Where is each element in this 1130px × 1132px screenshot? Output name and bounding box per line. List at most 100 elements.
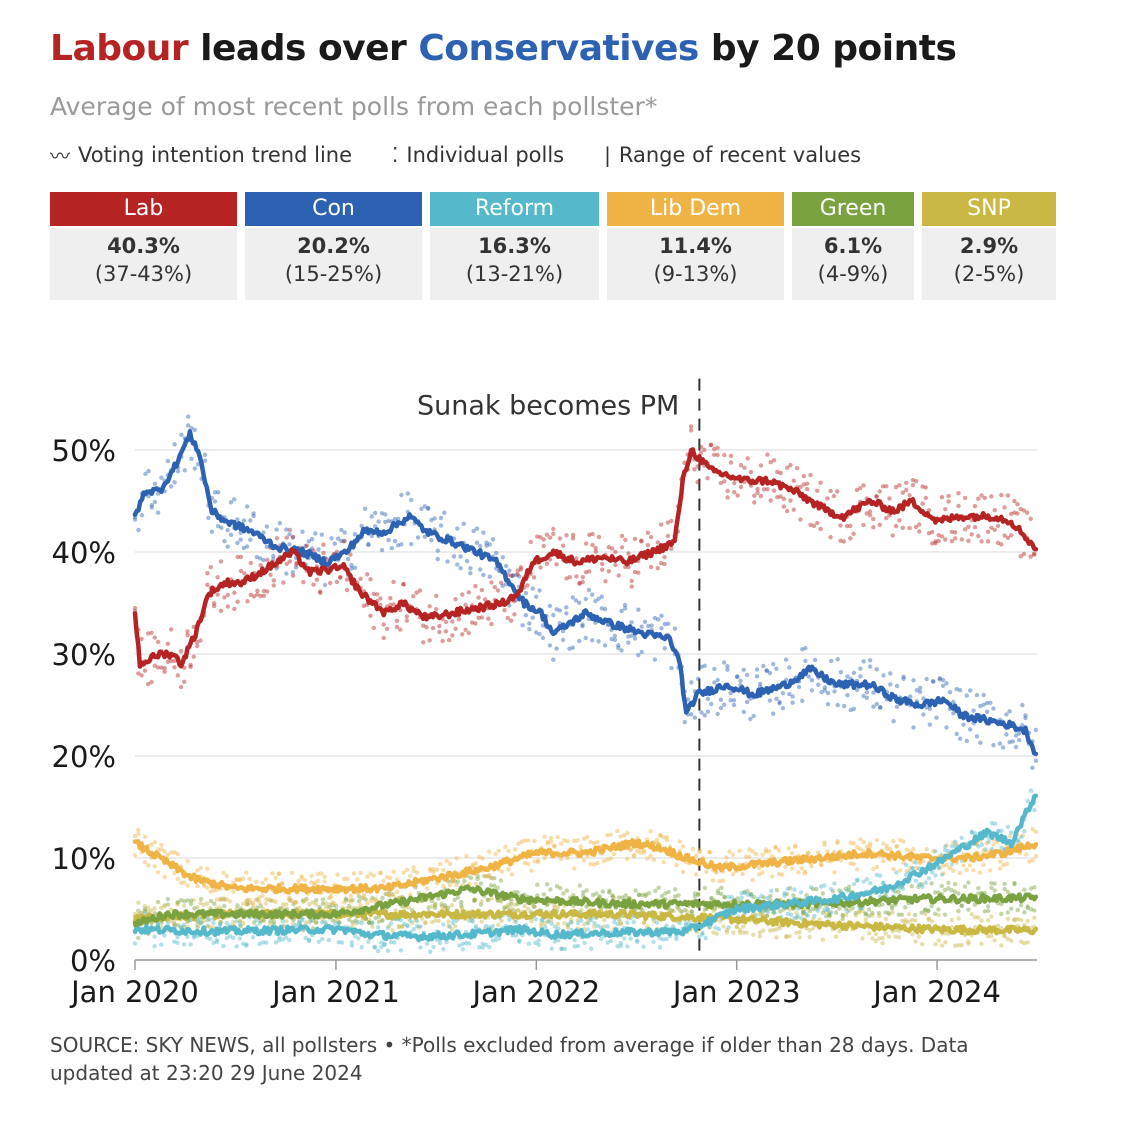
poll-dot-lib-dem — [921, 859, 926, 864]
poll-dot-lab — [238, 568, 244, 574]
poll-dot-lib-dem — [237, 878, 242, 883]
poll-dot-lab — [218, 559, 224, 564]
poll-dot-snp — [1015, 917, 1020, 922]
poll-dot-lib-dem — [961, 863, 966, 868]
poll-dot-lab — [874, 494, 879, 499]
poll-dot-reform — [349, 940, 355, 945]
poll-dot-snp — [396, 923, 402, 929]
poll-dot-reform — [759, 893, 764, 899]
poll-dot-con — [300, 529, 305, 534]
poll-dot-snp — [582, 922, 587, 927]
poll-dot-lib-dem — [783, 864, 788, 870]
poll-dot-reform — [989, 820, 995, 826]
poll-dot-con — [238, 537, 243, 542]
poll-dot-snp — [287, 895, 292, 901]
poll-dot-green — [251, 920, 257, 925]
poll-dot-lab — [544, 561, 550, 566]
poll-dot-green — [976, 886, 981, 891]
poll-dot-lab — [600, 567, 605, 572]
poll-dot-con — [435, 548, 440, 553]
trend-line-green — [132, 884, 1039, 930]
party-name: Lab — [50, 192, 237, 226]
poll-dot-snp — [545, 919, 551, 924]
poll-dot-lab — [404, 618, 409, 623]
poll-dot-reform — [477, 945, 482, 950]
poll-dot-lib-dem — [548, 839, 554, 844]
poll-dot-con — [961, 722, 966, 727]
poll-dot-con — [1013, 744, 1019, 750]
poll-dot-green — [830, 889, 835, 894]
poll-dot-con — [780, 706, 786, 711]
poll-dot-lab — [798, 517, 803, 522]
poll-dot-green — [488, 875, 494, 880]
poll-dot-lab — [261, 588, 267, 594]
poll-dot-lib-dem — [694, 853, 699, 858]
poll-dot-lab — [473, 583, 478, 589]
poll-dot-snp — [251, 905, 256, 910]
poll-dot-con — [735, 674, 740, 679]
poll-dot-green — [245, 898, 250, 903]
poll-dot-con — [689, 680, 694, 685]
poll-dot-reform — [320, 920, 325, 925]
poll-dot-lab — [831, 493, 837, 499]
poll-dot-reform — [214, 937, 219, 943]
poll-dot-snp — [870, 913, 875, 918]
poll-dot-lib-dem — [648, 829, 653, 834]
poll-dot-reform — [306, 938, 312, 944]
poll-dot-green — [889, 906, 895, 911]
poll-dot-reform — [375, 948, 381, 954]
poll-dot-snp — [602, 917, 607, 923]
poll-dot-reform — [372, 944, 377, 949]
poll-dot-con — [583, 596, 588, 602]
party-range: (13-21%) — [465, 262, 564, 286]
poll-dot-lib-dem — [348, 893, 353, 899]
poll-dot-con — [767, 670, 773, 676]
poll-dot-lab — [404, 614, 409, 619]
poll-dot-reform — [490, 924, 495, 929]
poll-dot-con — [383, 512, 388, 517]
poll-dot-lab — [525, 583, 530, 588]
poll-dot-con — [1016, 731, 1022, 736]
poll-dot-lab — [735, 493, 740, 498]
poll-dot-lib-dem — [351, 871, 357, 876]
poll-dot-reform — [549, 946, 554, 951]
poll-dot-lib-dem — [631, 854, 637, 859]
poll-dot-con — [503, 563, 509, 569]
poll-dot-reform — [939, 872, 945, 877]
poll-dot-green — [337, 920, 342, 925]
poll-dot-snp — [794, 910, 799, 916]
party-stats: 2.9% (2-5%) — [922, 228, 1056, 300]
poll-dot-lib-dem — [819, 862, 824, 868]
poll-dot-con — [520, 623, 525, 628]
poll-dot-lab — [450, 633, 455, 638]
poll-dot-lab — [508, 573, 514, 578]
poll-dot-snp — [837, 929, 842, 934]
poll-dot-snp — [771, 910, 776, 915]
poll-dot-lab — [936, 538, 941, 544]
poll-dot-lib-dem — [490, 876, 495, 881]
poll-dot-reform — [986, 839, 991, 844]
poll-dot-green — [899, 912, 905, 917]
poll-dot-con — [487, 542, 492, 547]
poll-dot-snp — [920, 941, 925, 947]
poll-dot-con — [560, 637, 566, 643]
poll-dot-green — [179, 898, 184, 903]
poll-dot-reform — [746, 892, 751, 897]
poll-dot-lab — [421, 640, 426, 645]
poll-dot-lab — [564, 533, 569, 538]
poll-dot-lib-dem — [454, 882, 459, 888]
poll-dot-lab — [321, 550, 326, 556]
poll-dot-lib-dem — [887, 846, 893, 852]
poll-dot-con — [642, 619, 648, 624]
poll-dot-snp — [893, 934, 898, 939]
poll-dot-lab — [702, 447, 707, 452]
poll-dot-green — [745, 888, 750, 894]
poll-dot-lab — [976, 496, 981, 501]
poll-dot-snp — [880, 940, 885, 946]
poll-dot-con — [718, 697, 724, 702]
poll-dot-lib-dem — [704, 869, 709, 875]
poll-dot-con — [335, 536, 341, 541]
poll-dot-lab — [939, 534, 945, 539]
poll-dot-green — [787, 885, 793, 891]
poll-dot-con — [149, 505, 154, 510]
